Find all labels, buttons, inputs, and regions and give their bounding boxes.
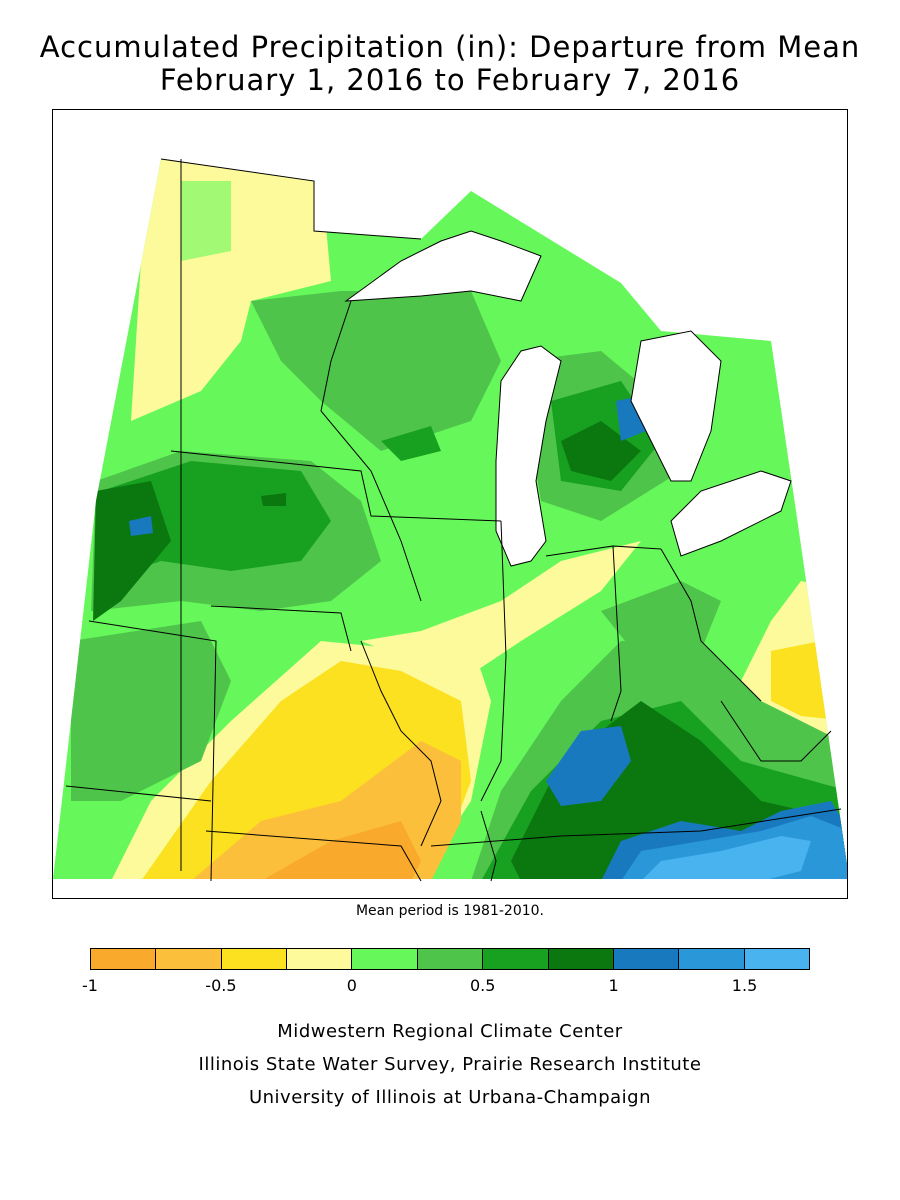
map-title: Accumulated Precipitation (in): Departur… <box>39 30 861 64</box>
credit-isws: Illinois State Water Survey, Prairie Res… <box>198 1054 702 1075</box>
legend-swatch <box>156 949 222 969</box>
credit-uiuc: University of Illinois at Urbana-Champai… <box>248 1087 652 1108</box>
legend-swatch <box>548 949 614 969</box>
credit-mrcc: Midwestern Regional Climate Center <box>277 1021 623 1042</box>
legend-swatch <box>679 949 745 969</box>
map-canvas <box>53 158 847 882</box>
legend-swatch <box>287 949 353 969</box>
mean-period-note: Mean period is 1981-2010. <box>355 903 545 919</box>
legend-tick-label: 0.5 <box>469 976 496 995</box>
legend-swatch <box>483 949 549 969</box>
legend-swatch <box>221 949 288 969</box>
legend-swatch <box>613 949 680 969</box>
precipitation-map <box>52 109 848 899</box>
legend-tick-label: 1.5 <box>731 976 758 995</box>
legend-tick-label: -0.5 <box>205 976 237 995</box>
legend-ticks: -1 -0.5 0 0.5 1 1.5 <box>82 972 810 1002</box>
legend-tick-label: -1 <box>82 976 98 995</box>
map-date-range: February 1, 2016 to February 7, 2016 <box>159 63 741 97</box>
great-lakes <box>344 230 792 567</box>
legend-swatch <box>417 949 484 969</box>
state-boundaries <box>65 158 842 882</box>
legend-swatch <box>352 949 418 969</box>
legend-swatch <box>744 949 809 969</box>
legend-swatch <box>91 949 157 969</box>
legend-tick-label: 0 <box>346 976 357 995</box>
legend-tick-label: 1 <box>608 976 619 995</box>
color-legend <box>90 948 810 970</box>
legend-color-bar <box>90 948 810 970</box>
